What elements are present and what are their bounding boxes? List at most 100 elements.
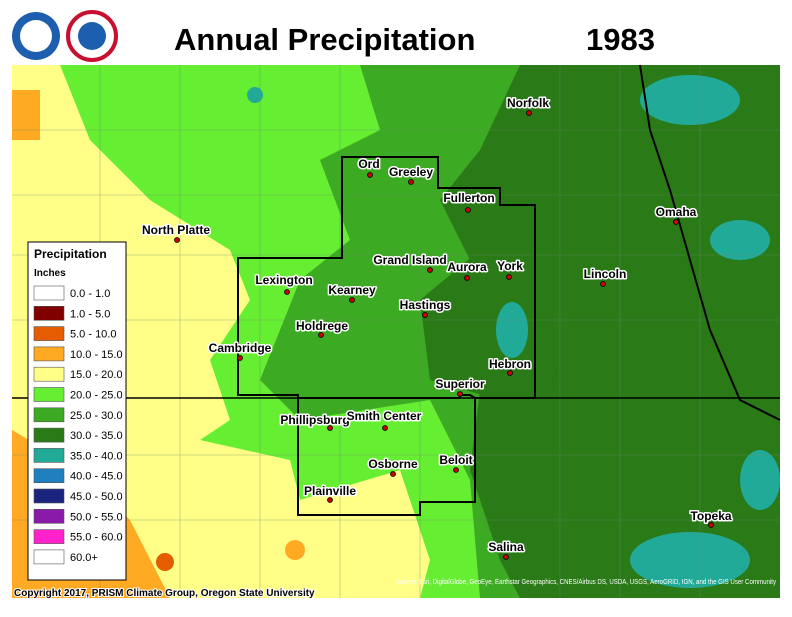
legend-label: 30.0 - 35.0 bbox=[70, 430, 123, 442]
city-dot bbox=[465, 207, 471, 213]
legend-unit: Inches bbox=[34, 268, 66, 279]
city-dot bbox=[284, 289, 290, 295]
city-label: Ord bbox=[358, 157, 379, 171]
zone-dark bbox=[420, 250, 560, 400]
legend-swatch bbox=[33, 427, 65, 443]
legend-swatch bbox=[33, 529, 65, 544]
cities: Norfolk Ord Greeley Fullerton Omaha North Pla… bbox=[140, 95, 733, 560]
city-label: Aurora bbox=[447, 260, 487, 274]
legend-swatch bbox=[33, 387, 65, 402]
city-label: Topeka bbox=[690, 509, 731, 523]
city-label: Hastings bbox=[400, 298, 451, 312]
legend-label: 25.0 - 30.0 bbox=[70, 410, 123, 422]
spot bbox=[285, 540, 305, 560]
city-label: Cambridge bbox=[209, 341, 272, 355]
legend-title: Precipitation bbox=[34, 247, 107, 261]
legend-swatch bbox=[33, 448, 65, 463]
city-label: Lincoln bbox=[584, 267, 627, 281]
city-dot bbox=[708, 522, 714, 528]
city-label: Norfolk bbox=[507, 96, 549, 110]
legend-swatch bbox=[33, 508, 65, 524]
spot bbox=[710, 220, 770, 260]
city-dot bbox=[507, 370, 513, 376]
title: Annual Precipitation bbox=[174, 22, 475, 57]
city-dot bbox=[673, 219, 679, 225]
legend-label: 55.0 - 60.0 bbox=[70, 532, 123, 544]
river bbox=[639, 64, 781, 421]
city-dot bbox=[174, 237, 180, 243]
city-dot bbox=[327, 425, 333, 431]
city-label: Phillipsburg bbox=[280, 413, 349, 427]
city-dot bbox=[327, 497, 333, 503]
city-dot bbox=[367, 172, 373, 178]
legend-label: 35.0 - 40.0 bbox=[70, 450, 123, 462]
city-dot bbox=[349, 297, 355, 303]
city-label: Plainville bbox=[304, 484, 356, 498]
legend-label: 1.0 - 5.0 bbox=[70, 308, 110, 320]
city-label: Salina bbox=[488, 540, 524, 554]
city-label: Superior bbox=[435, 377, 485, 391]
noaa-logo-inner bbox=[20, 20, 52, 52]
precip-map bbox=[12, 64, 781, 598]
city-label: Omaha bbox=[656, 205, 697, 219]
legend-label: 50.0 - 55.0 bbox=[70, 511, 123, 523]
office-boundary bbox=[237, 156, 536, 516]
city-label: Holdrege bbox=[296, 319, 348, 333]
zone-orange-2 bbox=[12, 90, 40, 140]
spot bbox=[247, 87, 263, 103]
legend-swatch bbox=[33, 285, 65, 301]
city-label: Smith Center bbox=[347, 409, 422, 423]
legend-swatch bbox=[33, 305, 65, 321]
spot bbox=[630, 532, 750, 588]
legend-swatch bbox=[33, 488, 65, 504]
legend-label: 10.0 - 15.0 bbox=[70, 349, 123, 361]
spot bbox=[640, 75, 740, 125]
city-dot bbox=[600, 281, 606, 287]
legend-label: 60.0+ bbox=[70, 552, 98, 564]
city-dot bbox=[526, 110, 532, 116]
nws-logo-inner bbox=[78, 22, 106, 50]
copyright: Copyright 2017, PRISM Climate Group, Ore… bbox=[14, 588, 315, 599]
city-label: Greeley bbox=[389, 165, 433, 179]
year: 1983 bbox=[586, 22, 655, 57]
city-label: Fullerton bbox=[443, 191, 494, 205]
legend-swatch bbox=[33, 407, 65, 423]
city-dot bbox=[453, 467, 459, 473]
city-label: Hebron bbox=[489, 357, 531, 371]
legend-label: 15.0 - 20.0 bbox=[70, 369, 123, 381]
spot bbox=[156, 553, 174, 571]
legend-label: 40.0 - 45.0 bbox=[70, 471, 123, 483]
city-dot bbox=[237, 355, 243, 361]
city-dot bbox=[503, 554, 509, 560]
legend-swatch bbox=[33, 346, 65, 362]
city-label: Beloit bbox=[439, 453, 472, 467]
city-label: North Platte bbox=[142, 223, 210, 237]
city-label: Lexington bbox=[255, 273, 312, 287]
spot bbox=[496, 302, 528, 358]
legend-label: 0.0 - 1.0 bbox=[70, 288, 110, 300]
city-label: Grand Island bbox=[373, 253, 446, 267]
city-dot bbox=[408, 179, 414, 185]
legend-label: 45.0 - 50.0 bbox=[70, 491, 123, 503]
legend-label: 20.0 - 25.0 bbox=[70, 390, 123, 402]
legend-items: 0.0 - 1.0 1.0 - 5.0 5.0 - 10.0 10.0 - 15.0 1… bbox=[33, 285, 123, 565]
spot bbox=[740, 450, 780, 510]
legend-swatch bbox=[33, 326, 65, 341]
city-label: York bbox=[497, 259, 523, 273]
city-label: Osborne bbox=[368, 457, 418, 471]
city-dot bbox=[457, 391, 463, 397]
city-dot bbox=[390, 471, 396, 477]
legend-label: 5.0 - 10.0 bbox=[70, 329, 116, 341]
legend-swatch bbox=[33, 468, 65, 484]
source: Source: Esri, DigitalGlobe, GeoEye, Eart… bbox=[396, 579, 776, 586]
legend-swatch bbox=[33, 549, 65, 565]
legend-swatch bbox=[33, 366, 65, 382]
city-dot bbox=[382, 425, 388, 431]
city-dot bbox=[427, 267, 433, 273]
city-dot bbox=[422, 312, 428, 318]
city-dot bbox=[506, 274, 512, 280]
city-dot bbox=[318, 332, 324, 338]
city-label: Kearney bbox=[328, 283, 376, 297]
city-dot bbox=[464, 275, 470, 281]
